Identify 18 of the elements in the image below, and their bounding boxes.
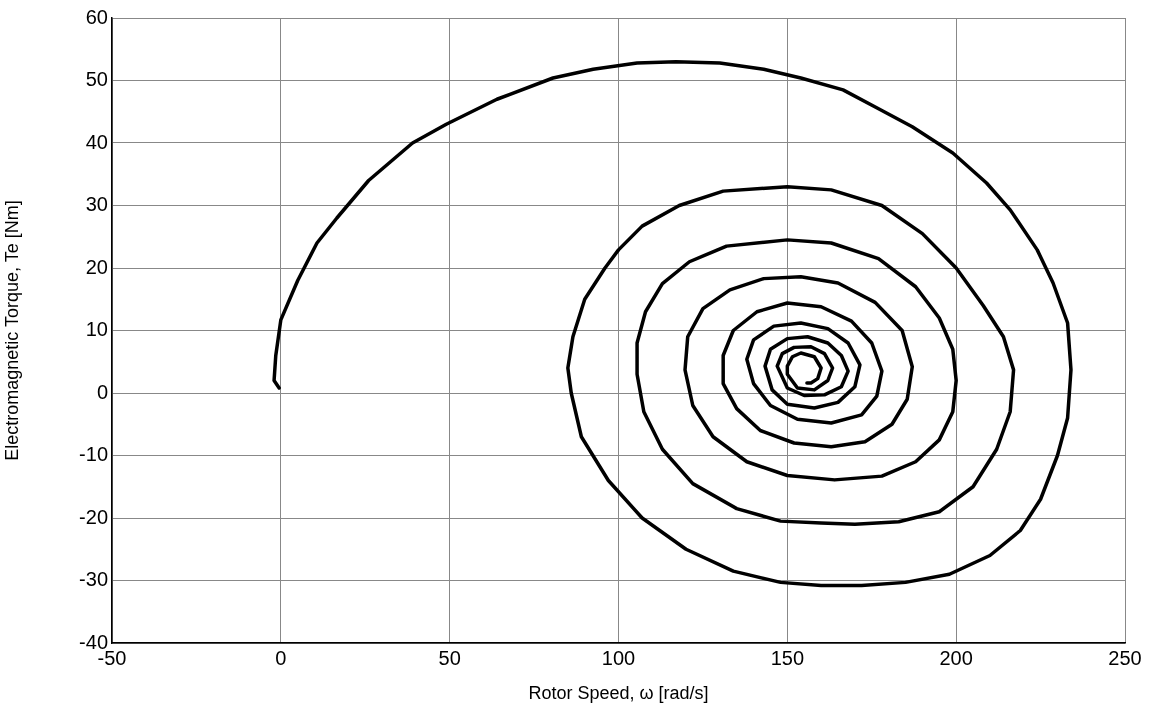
x-tick-label: 0 [275,646,287,669]
y-tick-label: 40 [85,130,108,153]
x-tick-label: 150 [770,646,805,669]
y-tick-label: 60 [85,5,108,28]
y-tick-label: 10 [85,318,108,341]
x-axis-title: Rotor Speed, ω [rad/s] [528,683,709,704]
y-tick-label: 50 [85,68,108,91]
y-tick-label: 30 [85,193,108,216]
y-tick-label: -20 [79,505,108,528]
y-axis-title: Electromagnetic Torque, Te [Nm] [1,200,22,461]
x-tick-label: 50 [438,646,461,669]
y-tick-label: -10 [79,443,108,466]
x-tick-label: 250 [1108,646,1142,669]
y-tick-label: -30 [79,568,108,591]
x-tick-label: 200 [939,646,973,669]
y-tick-label: 0 [96,380,108,403]
y-tick-label: 20 [85,255,108,278]
x-tick-label: 100 [601,646,636,669]
